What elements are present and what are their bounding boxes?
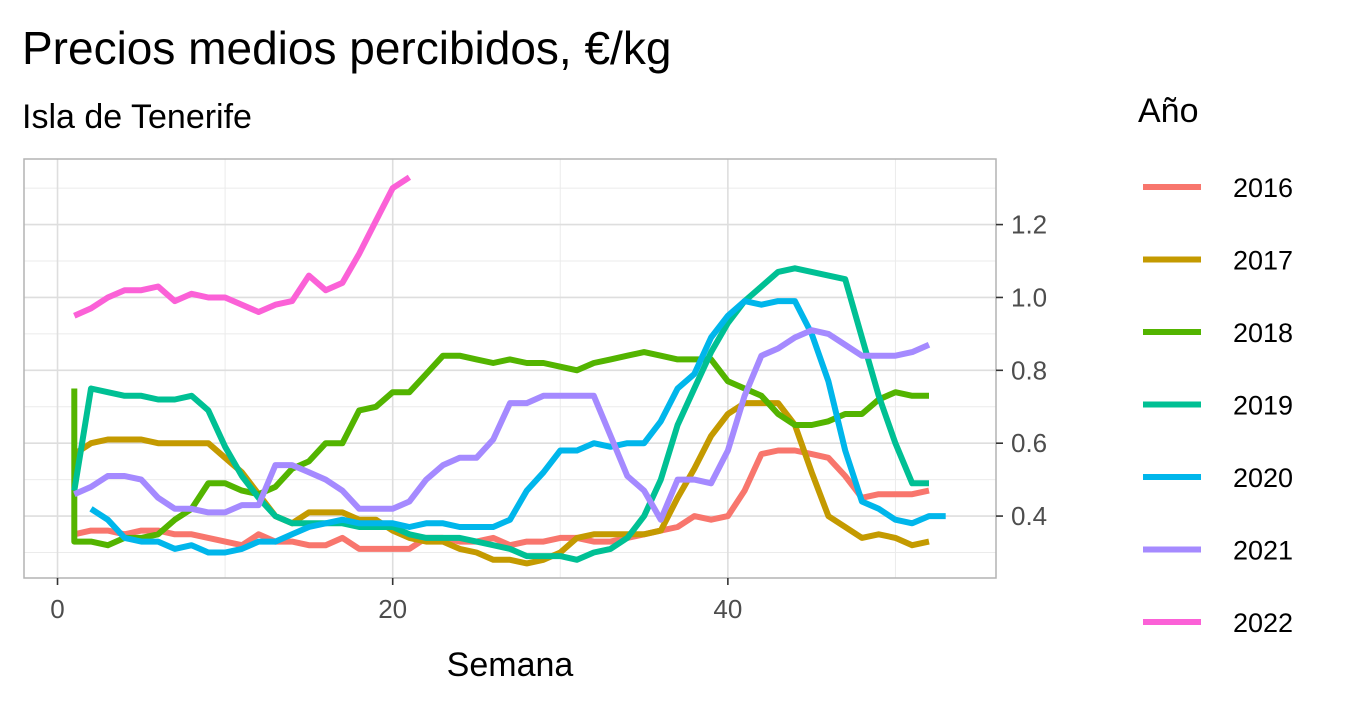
legend-items: 2016 2017 2018 2019 2020 2021 2022 — [1143, 173, 1293, 638]
y-axis-ticks: 0.4 0.6 0.8 1.0 1.2 — [996, 210, 1047, 531]
chart-subtitle: Isla de Tenerife — [22, 98, 252, 136]
legend-label-2021: 2021 — [1233, 536, 1293, 566]
y-tick-label: 0.8 — [1011, 355, 1047, 385]
legend-title: Año — [1138, 92, 1199, 130]
legend-label-2017: 2017 — [1233, 246, 1293, 276]
series-line-2020 — [89, 298, 946, 556]
series-line-2016 — [73, 447, 930, 552]
series-line-2019 — [71, 265, 929, 563]
y-tick-label: 0.6 — [1011, 428, 1047, 458]
plot-panel — [23, 158, 997, 579]
y-tick-label: 0.4 — [1011, 501, 1047, 531]
legend-label-2022: 2022 — [1233, 608, 1293, 638]
series-line-2022 — [73, 174, 412, 319]
legend-label-2019: 2019 — [1233, 391, 1293, 421]
chart-title: Precios medios percibidos, €/kg — [22, 22, 671, 74]
x-axis-ticks: 0 20 40 — [50, 578, 742, 624]
x-tick-label: 20 — [378, 594, 407, 624]
y-tick-label: 1.0 — [1011, 282, 1047, 312]
x-tick-label: 0 — [50, 594, 64, 624]
x-axis-title: Semana — [447, 646, 574, 684]
y-tick-label: 1.2 — [1011, 210, 1047, 240]
x-tick-label: 40 — [713, 594, 742, 624]
legend-label-2018: 2018 — [1233, 318, 1293, 348]
series-lines — [71, 174, 946, 567]
legend-label-2016: 2016 — [1233, 173, 1293, 203]
series-line-2017 — [72, 400, 930, 567]
panel-border — [23, 158, 997, 579]
series-line-2021 — [73, 327, 931, 523]
legend-label-2020: 2020 — [1233, 463, 1293, 493]
series-line-2018 — [71, 349, 929, 549]
legend: Año 2016 2017 2018 2019 2020 2021 2022 — [1138, 92, 1293, 638]
